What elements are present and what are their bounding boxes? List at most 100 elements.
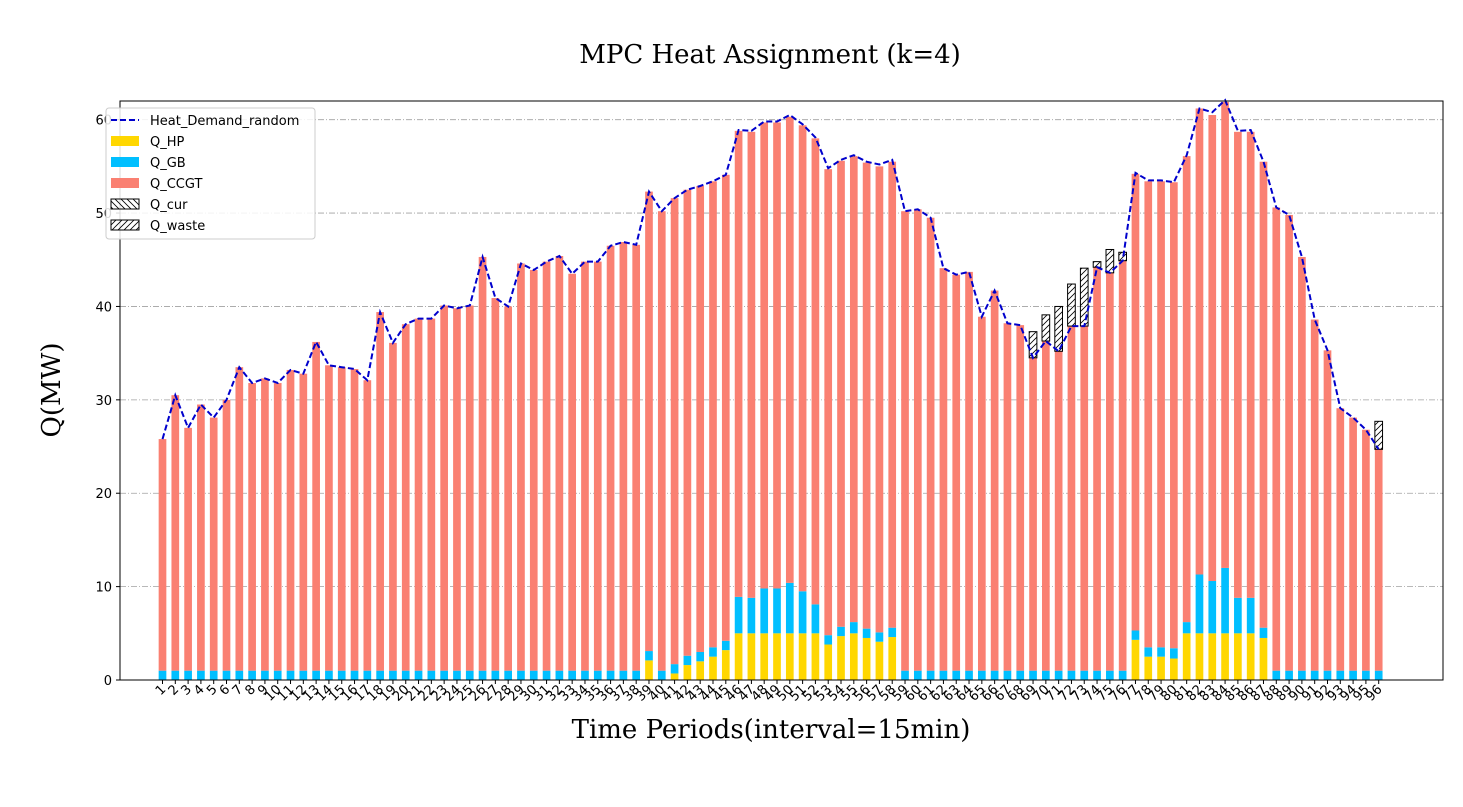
bar-q-gb	[619, 670, 628, 680]
legend-label: Heat_Demand_random	[150, 114, 299, 129]
bar-q-gb	[1285, 670, 1293, 680]
bar-q-gb	[657, 670, 666, 680]
bar-q-gb	[939, 670, 948, 680]
bar-q-ccgt	[888, 161, 897, 628]
bar-q-ccgt	[1221, 101, 1229, 568]
bar-q-hp	[760, 633, 769, 680]
bar-q-ccgt	[606, 245, 615, 671]
bar-q-ccgt	[1362, 429, 1370, 671]
bar-q-gb	[465, 670, 474, 680]
legend: Heat_Demand_random Q_HP Q_GB Q_CCGT Q_cur Q_w…	[105, 107, 316, 240]
bar-q-gb	[1221, 567, 1229, 634]
bar-q-ccgt	[491, 298, 500, 671]
bar-q-ccgt	[1131, 173, 1140, 631]
bar-q-ccgt	[990, 290, 999, 671]
bar-q-gb	[222, 670, 231, 680]
bar-q-gb	[1234, 597, 1242, 634]
bar-q-gb	[1246, 597, 1255, 634]
bar-q-gb	[849, 622, 858, 634]
bar-q-gb	[248, 670, 256, 680]
bar-q-ccgt	[465, 305, 474, 671]
bar-q-gb	[453, 670, 461, 680]
bar-q-ccgt	[1182, 156, 1191, 623]
bar-q-hp	[862, 637, 871, 680]
bar-q-ccgt	[1323, 350, 1332, 671]
bar-q-ccgt	[286, 369, 295, 671]
bar-q-ccgt	[248, 383, 256, 671]
bar-q-gb	[1374, 670, 1383, 680]
bar-q-gb	[312, 670, 320, 680]
bar-q-ccgt	[1285, 214, 1293, 671]
bar-q-ccgt	[325, 365, 333, 671]
bar-q-gb	[1208, 581, 1217, 634]
bar-q-gb	[593, 670, 602, 680]
bar-q-ccgt	[197, 404, 205, 671]
bar-q-ccgt	[837, 160, 845, 627]
bar-q-waste	[1041, 314, 1051, 342]
bar-q-ccgt	[811, 138, 820, 605]
bar-q-ccgt	[798, 125, 807, 592]
bar-q-gb	[760, 588, 769, 634]
bar-q-gb	[1272, 670, 1281, 680]
bar-q-gb	[1144, 647, 1153, 657]
bar-q-ccgt	[1336, 408, 1345, 671]
bar-q-ccgt	[1170, 182, 1178, 649]
bar-q-hp	[683, 665, 692, 680]
bar-q-gb	[1067, 670, 1076, 680]
bar-q-ccgt	[517, 263, 525, 671]
bar-q-ccgt	[734, 130, 743, 597]
bar-q-gb	[837, 626, 845, 637]
bar-q-ccgt	[542, 261, 551, 671]
bar-q-ccgt	[1106, 272, 1114, 671]
legend-swatch	[110, 198, 140, 210]
bar-q-ccgt	[785, 116, 794, 583]
bar-q-gb	[977, 670, 986, 680]
bar-q-hp	[1182, 633, 1191, 680]
x-axis-ticks: 1234567891011121314151617181920212223242…	[153, 680, 1386, 705]
bar-q-ccgt	[389, 342, 397, 671]
bar-q-ccgt	[849, 156, 858, 623]
bar-q-gb	[632, 670, 641, 680]
bar-q-ccgt	[1234, 131, 1242, 598]
bar-q-gb	[1195, 574, 1204, 634]
y-axis-label: Q(MW)	[37, 343, 67, 438]
bar-q-gb	[427, 670, 436, 680]
bar-q-hp	[1131, 639, 1140, 680]
bar-q-gb	[1259, 627, 1268, 638]
bar-q-ccgt	[1029, 357, 1037, 671]
bar-q-gb	[376, 670, 384, 680]
bar-q-ccgt	[158, 439, 167, 671]
bar-q-gb	[1042, 670, 1050, 680]
bar-q-hp	[696, 661, 705, 680]
bar-q-ccgt	[478, 256, 487, 671]
bar-q-gb	[734, 596, 743, 634]
bar-q-ccgt	[504, 306, 512, 671]
bar-q-gb	[440, 670, 448, 680]
bar-q-ccgt	[427, 318, 436, 671]
bar-q-ccgt	[261, 378, 269, 671]
bar-q-gb	[1131, 630, 1140, 640]
bar-q-gb	[414, 670, 423, 680]
bar-q-gb	[478, 670, 487, 680]
bar-q-ccgt	[1310, 319, 1319, 671]
bar-q-ccgt	[299, 373, 308, 671]
bar-q-gb	[1157, 647, 1165, 657]
bar-q-ccgt	[977, 316, 986, 671]
bar-q-hp	[670, 673, 679, 680]
legend-label: Q_GB	[150, 156, 186, 171]
bar-q-gb	[1336, 670, 1345, 680]
bar-q-ccgt	[184, 427, 192, 671]
bar-q-waste	[1374, 420, 1384, 450]
bar-q-gb	[952, 670, 961, 680]
bar-q-ccgt	[1118, 260, 1127, 671]
legend-label: Q_CCGT	[150, 177, 202, 192]
bar-q-hp	[709, 656, 717, 680]
bar-q-gb	[286, 670, 295, 680]
bar-q-gb	[1003, 670, 1012, 680]
bar-q-ccgt	[1272, 207, 1281, 671]
bar-q-ccgt	[363, 380, 372, 671]
y-tick-label: 20	[95, 487, 112, 502]
bar-q-hp	[875, 641, 884, 680]
chart-title: MPC Heat Assignment (k=4)	[579, 40, 961, 70]
bar-q-ccgt	[581, 261, 589, 671]
